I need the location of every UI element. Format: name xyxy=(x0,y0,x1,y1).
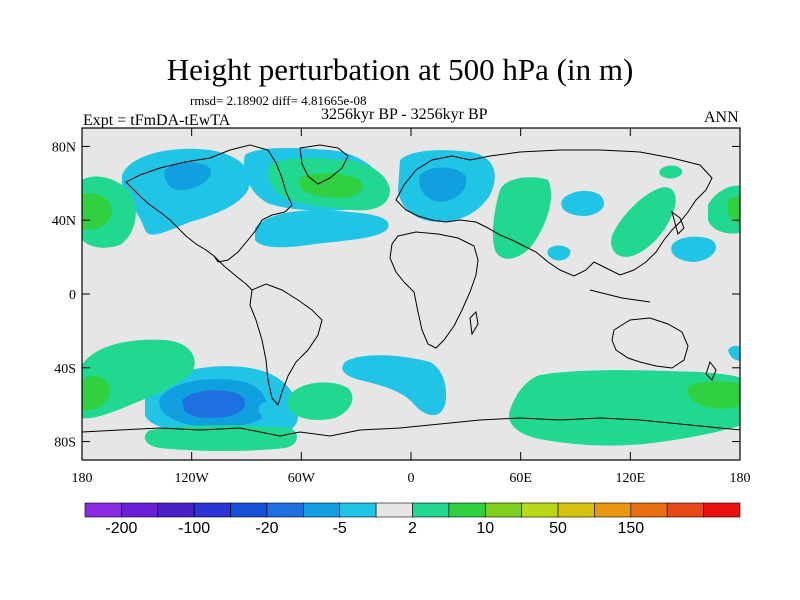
colorbar-swatch xyxy=(666,502,704,518)
colorbar-swatch xyxy=(703,502,741,518)
contour-region xyxy=(286,382,353,420)
colorbar-swatch xyxy=(121,502,159,518)
contour-region xyxy=(671,236,716,262)
coastline-indonesia xyxy=(589,289,651,303)
colorbar-swatch xyxy=(266,502,304,518)
axis-ticks: 180 120W 60W 0 60E 120E 180 80N 40N 0 40S 80S xyxy=(52,128,751,486)
coastline-north-america xyxy=(125,144,293,263)
contour-region xyxy=(182,390,246,418)
y-tick-label: 80N xyxy=(52,140,76,155)
colorbar-swatch xyxy=(84,502,122,518)
colorbar-swatch xyxy=(303,502,341,518)
colorbar-label: 50 xyxy=(549,520,567,537)
chart-title: Height perturbation at 500 hPa (in m) xyxy=(166,52,634,87)
coastline-madagascar xyxy=(469,310,479,336)
experiment-label: Expt = tFmDA-tEwTA xyxy=(83,112,231,129)
contour-region xyxy=(342,355,447,416)
colorbar-swatch xyxy=(157,502,195,518)
contour-region xyxy=(708,185,740,234)
contour-region xyxy=(728,196,740,223)
coastline-greenland xyxy=(299,144,349,185)
x-tick-label: 180 xyxy=(730,471,751,486)
coastline-antarctica xyxy=(82,417,740,437)
coastline-south-america xyxy=(249,283,323,407)
colorbar-label: 10 xyxy=(476,520,494,537)
season-label: ANN xyxy=(704,109,739,126)
contour-region xyxy=(82,375,110,410)
x-tick-label: 60E xyxy=(509,471,532,486)
colorbar-swatch xyxy=(448,502,486,518)
period-label: 3256kyr BP - 3256kyr BP xyxy=(321,106,488,123)
x-tick-label: 0 xyxy=(408,471,415,486)
contour-region xyxy=(258,400,291,423)
stats-text: rmsd= 2.18902 diff= 4.81665e-08 xyxy=(190,93,367,108)
contour-region xyxy=(509,370,740,446)
colorbar-label: 2 xyxy=(408,520,417,537)
colorbar-swatch xyxy=(484,502,522,518)
contour-region xyxy=(547,245,571,261)
coastline-central-america xyxy=(213,255,253,291)
y-tick-label: 0 xyxy=(69,288,76,303)
coastline-eurasia xyxy=(395,149,713,277)
colorbar-swatch xyxy=(339,502,377,518)
coastlines xyxy=(82,144,740,437)
colorbar-swatch xyxy=(630,502,668,518)
contour-region xyxy=(611,187,676,257)
contour-region xyxy=(82,193,112,230)
colorbar-label: -200 xyxy=(105,520,137,537)
colorbar-label: -100 xyxy=(178,520,210,537)
colorbar-swatch xyxy=(375,502,413,518)
colorbar-label: 150 xyxy=(617,520,644,537)
coastline-new-zealand xyxy=(705,360,717,381)
x-tick-label: 60W xyxy=(288,471,316,486)
colorbar-swatch xyxy=(412,502,450,518)
colorbar-swatch xyxy=(193,502,231,518)
contour-region xyxy=(561,190,605,216)
colorbar-swatch xyxy=(594,502,632,518)
y-tick-label: 80S xyxy=(54,436,76,451)
contour-region xyxy=(82,339,195,419)
colorbar: -200 -100 -20 -5 2 10 50 150 xyxy=(84,502,741,537)
contour-region xyxy=(300,172,363,198)
colorbar-label: -5 xyxy=(333,520,347,537)
colorbar-swatch xyxy=(230,502,268,518)
colorbar-swatch xyxy=(557,502,595,518)
coastline-africa xyxy=(389,231,479,349)
x-tick-label: 180 xyxy=(72,471,93,486)
contour-region xyxy=(255,210,389,248)
colorbar-label: -20 xyxy=(255,520,278,537)
coastline-japan xyxy=(671,210,685,235)
x-tick-label: 120W xyxy=(175,471,210,486)
x-tick-label: 120E xyxy=(616,471,646,486)
coastline-australia xyxy=(611,317,689,369)
y-tick-label: 40S xyxy=(54,362,76,377)
contour-region xyxy=(164,162,211,191)
contour-region xyxy=(659,165,683,179)
contour-region xyxy=(687,381,740,409)
y-tick-label: 40N xyxy=(52,214,76,229)
colorbar-swatch xyxy=(521,502,559,518)
contour-region xyxy=(419,167,467,202)
contour-region xyxy=(728,345,740,361)
